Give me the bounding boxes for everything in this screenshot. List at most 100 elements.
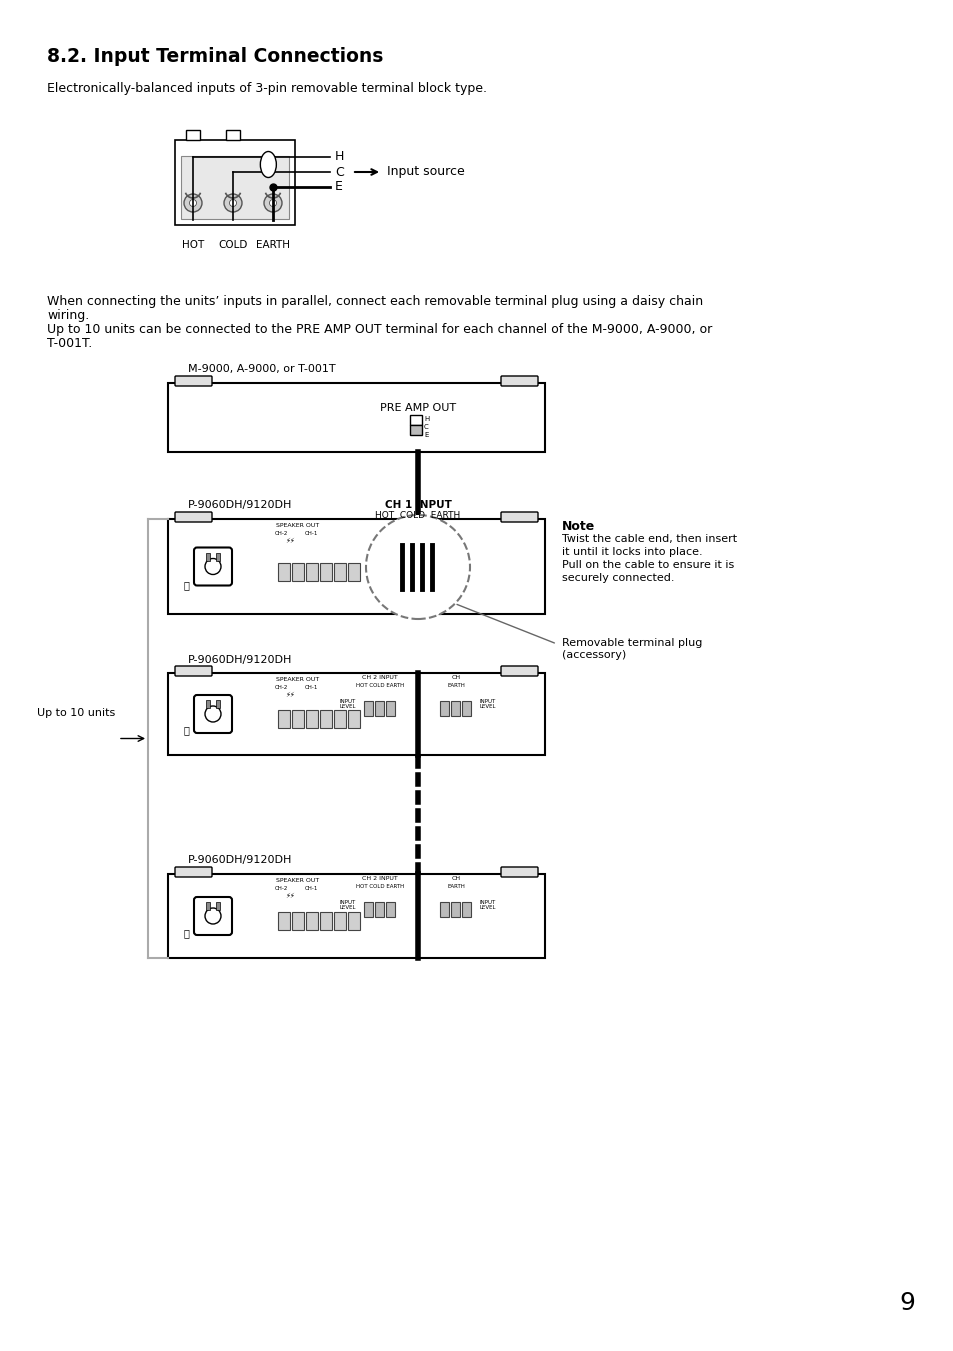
Bar bbox=[206, 902, 210, 911]
Bar bbox=[277, 711, 290, 728]
Bar bbox=[168, 519, 544, 613]
Text: E: E bbox=[423, 432, 428, 438]
Text: P-9060DH/9120DH: P-9060DH/9120DH bbox=[188, 500, 292, 509]
Text: SPEAKER OUT: SPEAKER OUT bbox=[276, 878, 319, 884]
Text: Input source: Input source bbox=[387, 166, 464, 178]
Bar bbox=[440, 902, 449, 917]
Bar bbox=[215, 902, 220, 911]
Bar bbox=[277, 562, 290, 581]
Text: H: H bbox=[423, 416, 429, 422]
Text: E: E bbox=[335, 181, 342, 193]
Circle shape bbox=[190, 200, 196, 207]
Text: CH-2: CH-2 bbox=[274, 531, 288, 536]
Text: CH-2: CH-2 bbox=[274, 685, 288, 690]
Text: CH-1: CH-1 bbox=[304, 886, 317, 892]
Bar bbox=[215, 700, 220, 708]
Bar bbox=[292, 562, 304, 581]
Bar bbox=[375, 902, 384, 917]
Circle shape bbox=[269, 200, 276, 207]
Bar bbox=[410, 415, 421, 426]
FancyBboxPatch shape bbox=[500, 376, 537, 386]
Bar bbox=[226, 130, 240, 141]
Bar bbox=[186, 130, 200, 141]
FancyBboxPatch shape bbox=[174, 666, 212, 676]
Text: M-9000, A-9000, or T-001T: M-9000, A-9000, or T-001T bbox=[188, 363, 335, 374]
Text: CH 2 INPUT: CH 2 INPUT bbox=[362, 676, 397, 680]
Text: HOT COLD EARTH: HOT COLD EARTH bbox=[355, 684, 404, 688]
FancyBboxPatch shape bbox=[500, 867, 537, 877]
Text: Electronically-balanced inputs of 3-pin removable terminal block type.: Electronically-balanced inputs of 3-pin … bbox=[47, 82, 486, 95]
Text: wiring.: wiring. bbox=[47, 309, 90, 322]
Text: ⏚: ⏚ bbox=[183, 928, 189, 938]
Bar bbox=[306, 562, 317, 581]
Text: PRE AMP OUT: PRE AMP OUT bbox=[379, 403, 456, 413]
Text: T-001T.: T-001T. bbox=[47, 336, 92, 350]
Text: 9: 9 bbox=[898, 1292, 914, 1315]
Circle shape bbox=[205, 908, 221, 924]
Text: 8.2. Input Terminal Connections: 8.2. Input Terminal Connections bbox=[47, 47, 383, 66]
Circle shape bbox=[205, 707, 221, 721]
Text: Twist the cable end, then insert: Twist the cable end, then insert bbox=[561, 534, 737, 544]
Bar bbox=[462, 701, 471, 716]
Bar bbox=[364, 701, 374, 716]
Bar bbox=[451, 902, 460, 917]
Text: (accessory): (accessory) bbox=[561, 650, 625, 661]
FancyBboxPatch shape bbox=[500, 666, 537, 676]
Text: SPEAKER OUT: SPEAKER OUT bbox=[276, 677, 319, 682]
Text: ⏚: ⏚ bbox=[183, 725, 189, 735]
Text: CH 1 INPUT: CH 1 INPUT bbox=[384, 500, 451, 509]
Circle shape bbox=[205, 558, 221, 574]
Bar bbox=[174, 141, 294, 226]
Text: it until it locks into place.: it until it locks into place. bbox=[561, 547, 702, 557]
Text: INPUT
LEVEL: INPUT LEVEL bbox=[339, 900, 355, 911]
Ellipse shape bbox=[260, 151, 276, 177]
Text: Up to 10 units: Up to 10 units bbox=[37, 708, 115, 717]
Text: P-9060DH/9120DH: P-9060DH/9120DH bbox=[188, 855, 292, 865]
Text: HOT: HOT bbox=[182, 240, 204, 250]
Text: CH: CH bbox=[451, 875, 460, 881]
Text: INPUT
LEVEL: INPUT LEVEL bbox=[339, 698, 355, 709]
Text: securely connected.: securely connected. bbox=[561, 573, 674, 584]
FancyBboxPatch shape bbox=[174, 512, 212, 521]
Text: ⚡⚡: ⚡⚡ bbox=[285, 692, 294, 698]
Text: CH 2 INPUT: CH 2 INPUT bbox=[362, 875, 397, 881]
Text: When connecting the units’ inputs in parallel, connect each removable terminal p: When connecting the units’ inputs in par… bbox=[47, 295, 702, 308]
Bar bbox=[364, 902, 374, 917]
Text: Removable terminal plug: Removable terminal plug bbox=[561, 638, 701, 648]
Bar bbox=[386, 902, 395, 917]
Text: C: C bbox=[423, 424, 428, 430]
Bar bbox=[348, 711, 359, 728]
Bar bbox=[168, 874, 544, 958]
Text: EARTH: EARTH bbox=[255, 240, 290, 250]
Text: P-9060DH/9120DH: P-9060DH/9120DH bbox=[188, 655, 292, 665]
Text: ⏚: ⏚ bbox=[183, 581, 189, 590]
FancyBboxPatch shape bbox=[500, 512, 537, 521]
Bar bbox=[306, 711, 317, 728]
Bar bbox=[440, 701, 449, 716]
Circle shape bbox=[224, 195, 242, 212]
Bar bbox=[181, 155, 289, 219]
Text: ⚡⚡: ⚡⚡ bbox=[285, 893, 294, 898]
Bar bbox=[410, 426, 421, 435]
Bar bbox=[348, 562, 359, 581]
Bar bbox=[319, 562, 332, 581]
Bar bbox=[319, 912, 332, 929]
Circle shape bbox=[264, 195, 282, 212]
Text: COLD: COLD bbox=[218, 240, 248, 250]
Bar bbox=[168, 382, 544, 453]
Bar bbox=[206, 553, 210, 561]
Text: H: H bbox=[335, 150, 344, 163]
Bar bbox=[462, 902, 471, 917]
FancyBboxPatch shape bbox=[174, 376, 212, 386]
Text: Up to 10 units can be connected to the PRE AMP OUT terminal for each channel of : Up to 10 units can be connected to the P… bbox=[47, 323, 712, 336]
Bar bbox=[334, 711, 346, 728]
Circle shape bbox=[184, 195, 202, 212]
FancyBboxPatch shape bbox=[193, 897, 232, 935]
Bar bbox=[215, 553, 220, 561]
Bar bbox=[277, 912, 290, 929]
Bar bbox=[348, 912, 359, 929]
Bar bbox=[292, 912, 304, 929]
Text: SPEAKER OUT: SPEAKER OUT bbox=[276, 523, 319, 528]
Text: CH: CH bbox=[451, 676, 460, 680]
Bar bbox=[386, 701, 395, 716]
